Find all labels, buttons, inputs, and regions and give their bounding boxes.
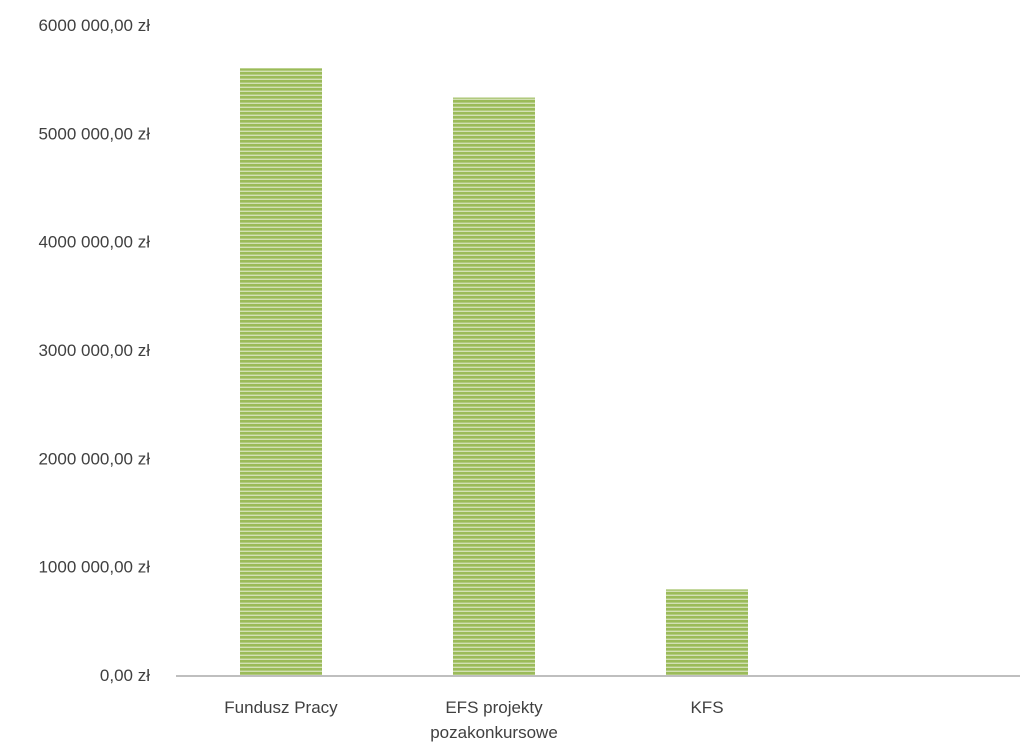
x-category-label: KFS (690, 698, 723, 717)
y-tick-label: 0,00 zł (100, 666, 150, 685)
x-axis-category-labels: Fundusz Pracy EFS projekty pozakonkursowe K… (224, 698, 723, 742)
x-category-label: EFS projekty pozakonkursowe (430, 698, 558, 742)
bar (240, 68, 322, 676)
y-axis-tick-labels: 0,00 zł 1000 000,00 zł 2000 000,00 zł 3000 … (38, 16, 150, 685)
x-category-label-line: pozakonkursowe (430, 723, 558, 742)
y-tick-label: 2000 000,00 zł (38, 449, 150, 468)
x-category-label-line: Fundusz Pracy (224, 698, 338, 717)
y-tick-label: 3000 000,00 zł (38, 341, 150, 360)
y-tick-label: 4000 000,00 zł (38, 233, 150, 252)
y-tick-label: 1000 000,00 zł (38, 558, 150, 577)
x-category-label-line: KFS (690, 698, 723, 717)
x-category-label-line: EFS projekty (445, 698, 543, 717)
bar (453, 97, 535, 676)
y-tick-label: 5000 000,00 zł (38, 124, 150, 143)
bar (666, 589, 748, 675)
bars (240, 68, 748, 676)
x-category-label: Fundusz Pracy (224, 698, 338, 717)
y-tick-label: 6000 000,00 zł (38, 16, 150, 35)
